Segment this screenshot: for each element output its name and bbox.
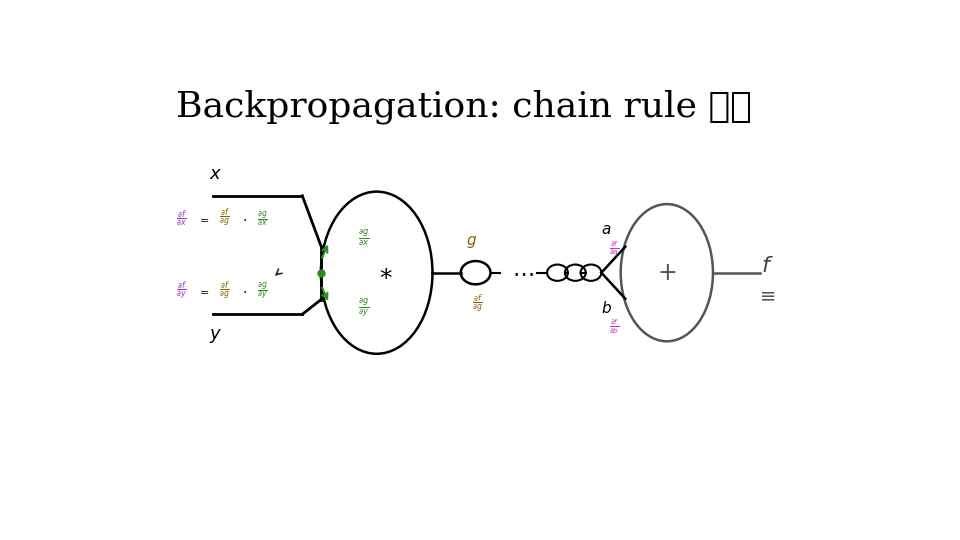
Text: Backpropagation: chain rule 활용: Backpropagation: chain rule 활용 [176,90,752,124]
Text: $\frac{\partial g}{\partial y}$: $\frac{\partial g}{\partial y}$ [257,281,269,302]
Text: $\frac{\partial f}{\partial g}$: $\frac{\partial f}{\partial g}$ [219,280,229,303]
Text: $=$: $=$ [197,286,209,296]
Text: $=$: $=$ [197,214,209,224]
Text: $\frac{\partial f}{\partial g}$: $\frac{\partial f}{\partial g}$ [219,207,229,231]
Text: $\cdots$: $\cdots$ [512,262,534,283]
Text: $\equiv$: $\equiv$ [756,286,776,305]
Text: $\cdot$: $\cdot$ [242,212,247,226]
Text: $\frac{\partial f}{\partial a}$: $\frac{\partial f}{\partial a}$ [609,240,619,258]
Text: $x$: $x$ [209,165,223,183]
Text: $f$: $f$ [761,256,774,276]
Text: $y$: $y$ [209,327,223,345]
Text: $*$: $*$ [379,265,393,289]
Text: $\frac{\partial g}{\partial x}$: $\frac{\partial g}{\partial x}$ [357,227,369,248]
Text: $\frac{\partial g}{\partial x}$: $\frac{\partial g}{\partial x}$ [257,209,269,228]
Text: $\cdot$: $\cdot$ [242,285,247,299]
Text: $g$: $g$ [467,233,477,249]
Text: $\frac{\partial f}{\partial g}$: $\frac{\partial f}{\partial g}$ [472,292,483,315]
Text: $\frac{\partial f}{\partial x}$: $\frac{\partial f}{\partial x}$ [176,208,186,229]
Text: $b$: $b$ [601,300,612,316]
Text: $+$: $+$ [658,261,677,285]
Text: $a$: $a$ [601,221,612,237]
Text: $\frac{\partial f}{\partial b}$: $\frac{\partial f}{\partial b}$ [609,318,619,336]
Text: $\frac{\partial f}{\partial y}$: $\frac{\partial f}{\partial y}$ [176,280,186,303]
Text: $\frac{\partial g}{\partial y}$: $\frac{\partial g}{\partial y}$ [357,296,369,320]
